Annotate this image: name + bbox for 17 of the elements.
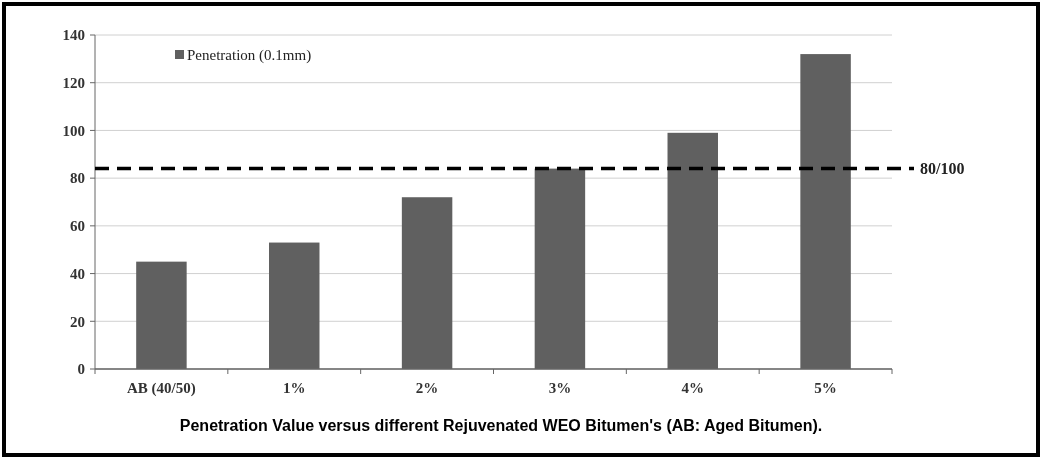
y-tick-label: 0 (77, 361, 85, 378)
y-tick-label: 60 (70, 218, 85, 235)
y-tick-label: 120 (62, 74, 85, 91)
y-tick-label: 20 (70, 313, 85, 330)
x-tick-label: 2% (415, 380, 439, 396)
y-tick-label: 140 (62, 27, 85, 44)
y-tick-label: 100 (62, 122, 85, 139)
x-tick-label: 5% (814, 380, 837, 396)
text: Penetration Value versus different Rejuvenated WEO Bitumen's (AB: Aged Bitumen). (179, 417, 823, 434)
y-tick-label: 80 (70, 170, 85, 187)
legend-label: Penetration (0.1mm) (187, 47, 312, 65)
x-tick-label: 4% (681, 380, 704, 396)
x-tick-label: 1% (283, 380, 306, 396)
y-tick-label: 40 (70, 265, 85, 282)
x-tick-label: 3% (548, 380, 572, 396)
text: 80/100 (920, 160, 965, 178)
x-tick-label: AB (40/50) (127, 380, 196, 397)
